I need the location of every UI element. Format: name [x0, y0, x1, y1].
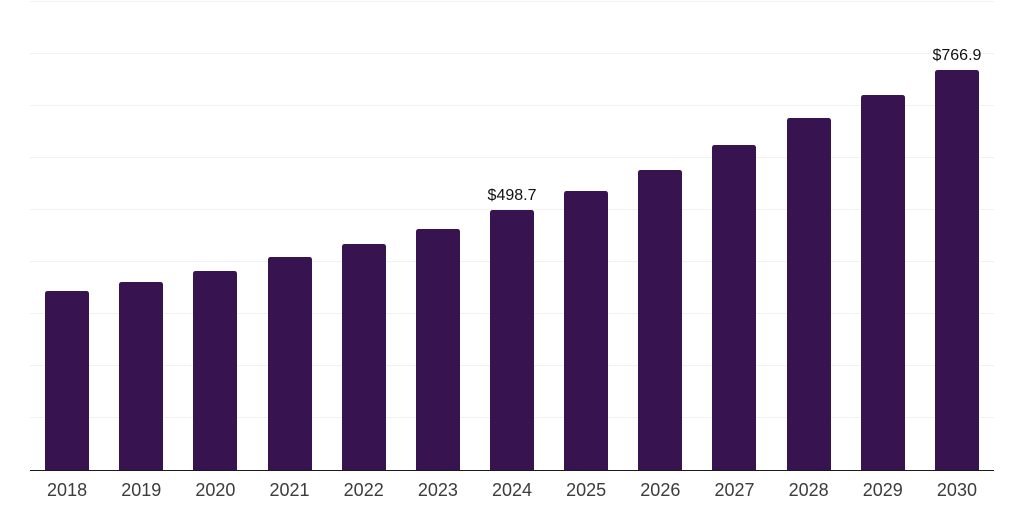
bar-slot-2025 — [549, 1, 623, 470]
x-tick-label-2021: 2021 — [269, 480, 310, 500]
bar-2026 — [638, 169, 683, 470]
x-tick-label-2028: 2028 — [788, 480, 829, 500]
x-tick-label-2022: 2022 — [343, 480, 384, 500]
bar-slot-2030: $766.9 — [920, 1, 994, 470]
x-axis-labels: 2018 2019 2020 2021 2022 2023 2024 2025 2026 2027… — [30, 480, 994, 500]
bar-2018 — [45, 291, 90, 470]
bar-2027 — [712, 145, 757, 470]
x-tick-label-2023: 2023 — [417, 480, 458, 500]
bar-slot-2020 — [178, 1, 252, 470]
plot-area: $498.7 $766.9 — [30, 0, 994, 471]
x-tick-label-2020: 2020 — [195, 480, 236, 500]
bar-2025 — [564, 190, 609, 470]
bar-slot-2023 — [401, 1, 475, 470]
bar-2029 — [860, 95, 905, 470]
bar-2024 — [490, 210, 535, 470]
bar-2023 — [415, 228, 460, 470]
bar-2020 — [193, 270, 238, 470]
x-tick-label-2029: 2029 — [862, 480, 903, 500]
bar-2028 — [786, 118, 831, 470]
value-label-2024: $498.7 — [487, 187, 537, 205]
x-tick-label-2024: 2024 — [491, 480, 533, 500]
x-tick-label-2026: 2026 — [640, 480, 681, 500]
x-tick-label-2018: 2018 — [47, 480, 88, 500]
bar-slot-2019 — [104, 1, 178, 470]
bar-slot-2028 — [772, 1, 846, 470]
bar-2022 — [341, 244, 386, 470]
bar-2021 — [267, 257, 312, 470]
x-tick-label-2025: 2025 — [566, 480, 607, 500]
bar-slot-2018 — [30, 1, 104, 470]
x-tick-label-2019: 2019 — [121, 480, 162, 500]
x-tick-label-2030: 2030 — [936, 480, 977, 500]
x-tick-label-2027: 2027 — [714, 480, 755, 500]
bar-slot-2022 — [327, 1, 401, 470]
bar-2019 — [119, 281, 164, 470]
bar-slot-2024: $498.7 — [475, 1, 549, 470]
bar-2030 — [934, 70, 979, 470]
bar-slot-2021 — [252, 1, 326, 470]
bar-slot-2029 — [846, 1, 920, 470]
value-label-2030: $766.9 — [932, 47, 982, 65]
bar-slot-2027 — [697, 1, 771, 470]
bar-slot-2026 — [623, 1, 697, 470]
